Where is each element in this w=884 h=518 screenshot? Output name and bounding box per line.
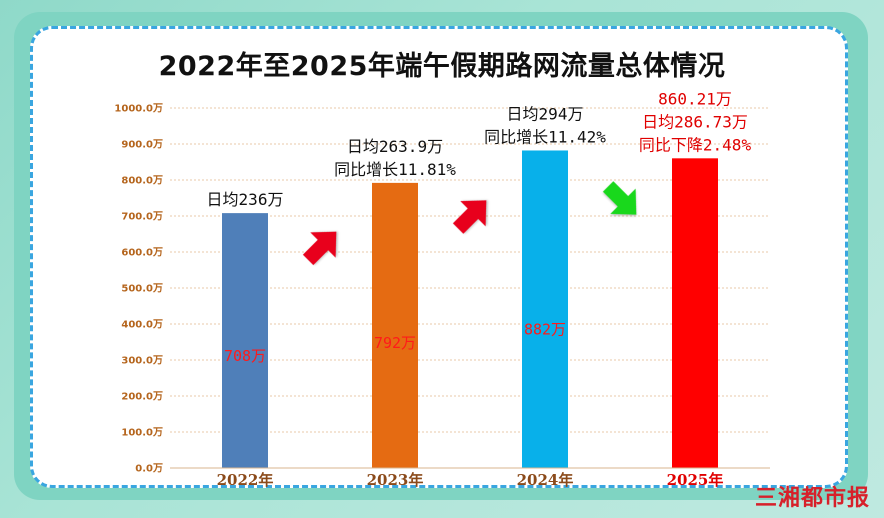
bar: [672, 158, 718, 468]
x-tick-label: 2022年: [217, 471, 274, 489]
bar-annotation: 日均294万: [507, 104, 584, 123]
publisher-watermark: 三湘都市报: [754, 486, 870, 511]
bar-annotation: 日均236万: [207, 190, 284, 209]
bar-annotation: 同比下降2.48%: [639, 135, 752, 154]
y-tick-label: 300.0万: [121, 355, 163, 367]
y-tick-label: 800.0万: [121, 175, 163, 187]
down-arrow-icon: [602, 181, 637, 215]
chart-title: 2022年至2025年端午假期路网流量总体情况: [158, 51, 726, 82]
bar: [222, 213, 268, 468]
bar-annotation: 同比增长11.42%: [484, 127, 606, 146]
y-tick-label: 600.0万: [121, 247, 163, 259]
bar-annotation: 860.21万: [658, 89, 732, 108]
x-tick-label: 2024年: [517, 471, 574, 489]
y-tick-label: 900.0万: [121, 139, 163, 151]
y-tick-label: 200.0万: [121, 391, 163, 403]
bar-annotation: 同比增长11.81%: [334, 160, 456, 179]
x-tick-label: 2023年: [367, 471, 424, 489]
y-tick-label: 0.0万: [135, 463, 163, 475]
data-label: 708万: [224, 347, 266, 365]
bar: [372, 182, 418, 468]
y-tick-label: 400.0万: [121, 319, 163, 331]
data-label: 882万: [524, 321, 566, 339]
bar-annotation: 日均286.73万: [642, 112, 748, 131]
y-tick-label: 500.0万: [121, 283, 163, 295]
up-arrow-icon: [302, 231, 337, 266]
y-tick-label: 700.0万: [121, 211, 163, 223]
bar-annotation: 日均263.9万: [347, 137, 443, 156]
bar: [522, 150, 568, 469]
up-arrow-icon: [452, 200, 487, 234]
y-tick-label: 1000.0万: [114, 103, 163, 115]
x-tick-label: 2025年: [667, 471, 724, 489]
y-tick-label: 100.0万: [121, 427, 163, 439]
data-label: 792万: [374, 334, 416, 352]
